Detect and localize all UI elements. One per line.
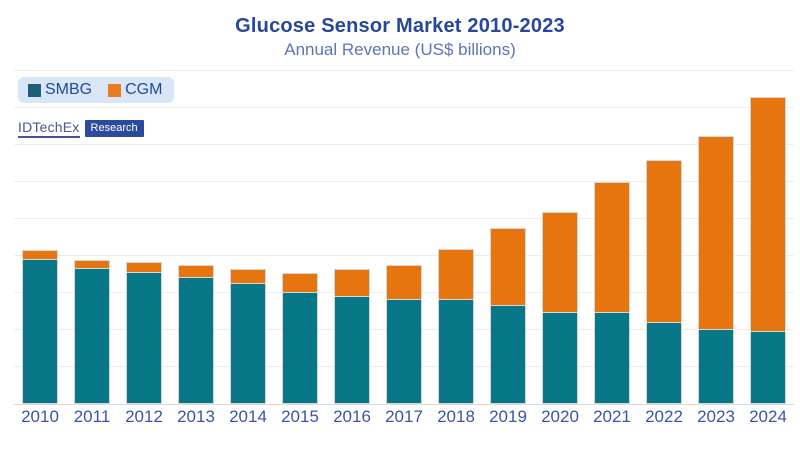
x-label-2014: 2014 bbox=[229, 407, 267, 426]
bar-2021 bbox=[594, 71, 630, 404]
bar-segment-smbg bbox=[438, 300, 474, 404]
x-label-2024: 2024 bbox=[749, 407, 787, 426]
bar-slot-2017 bbox=[378, 71, 430, 404]
x-label-2018: 2018 bbox=[437, 407, 475, 426]
x-label-2017: 2017 bbox=[385, 407, 423, 426]
idtechex-logo: IDTechEx Research bbox=[18, 119, 148, 138]
bar-2012 bbox=[126, 71, 162, 404]
bar-segment-smbg bbox=[282, 293, 318, 404]
bar-slot-2022 bbox=[638, 71, 690, 404]
chart-subtitle: Annual Revenue (US$ billions) bbox=[284, 40, 516, 59]
x-label-2020: 2020 bbox=[541, 407, 579, 426]
legend-swatch bbox=[28, 83, 41, 97]
bar-segment-smbg bbox=[126, 272, 162, 404]
gridline bbox=[14, 70, 794, 71]
bar-segment-cgm bbox=[542, 211, 578, 314]
bar-slot-2016 bbox=[326, 71, 378, 404]
gridline bbox=[14, 255, 794, 257]
legend-label: CGM bbox=[125, 81, 163, 98]
bar-segment-cgm bbox=[334, 268, 370, 297]
bar-2016 bbox=[334, 71, 370, 404]
bar-slot-2024 bbox=[742, 71, 794, 404]
bar-slot-2012 bbox=[118, 71, 170, 404]
bar-2011 bbox=[74, 71, 110, 404]
bar-segment-cgm bbox=[74, 259, 110, 269]
bar-slot-2020 bbox=[534, 71, 586, 404]
bar-segment-cgm bbox=[230, 268, 266, 284]
bar-segment-cgm bbox=[22, 250, 58, 260]
bars-container bbox=[14, 71, 794, 404]
bar-segment-cgm bbox=[386, 265, 422, 301]
bar-slot-2015 bbox=[274, 71, 326, 404]
bar-segment-cgm bbox=[438, 248, 474, 301]
bar-2023 bbox=[698, 71, 734, 404]
bar-segment-smbg bbox=[698, 330, 734, 404]
bar-slot-2021 bbox=[586, 71, 638, 404]
legend-item-smbg: SMBG bbox=[28, 81, 92, 99]
bar-segment-smbg bbox=[386, 300, 422, 404]
x-label-2012: 2012 bbox=[125, 407, 163, 426]
x-label-2010: 2010 bbox=[21, 407, 59, 426]
gridline bbox=[14, 144, 794, 145]
x-axis-labels: 2010 2011 2012 2013 2014 2015 2016 2017 2018 2019… bbox=[14, 407, 794, 427]
bar-segment-cgm bbox=[282, 272, 318, 293]
gridline bbox=[14, 107, 794, 109]
bar-segment-smbg bbox=[22, 259, 58, 404]
x-label-2013: 2013 bbox=[177, 407, 215, 426]
bar-segment-cgm bbox=[698, 135, 734, 331]
x-label-2021: 2021 bbox=[593, 407, 631, 426]
x-label-2019: 2019 bbox=[489, 407, 527, 426]
bar-2020 bbox=[542, 71, 578, 404]
bar-segment-smbg bbox=[490, 305, 526, 404]
bar-segment-cgm bbox=[126, 261, 162, 273]
bar-segment-smbg bbox=[74, 268, 110, 404]
gridline bbox=[14, 181, 794, 182]
bar-segment-cgm bbox=[594, 182, 630, 314]
x-label-2015: 2015 bbox=[281, 407, 319, 426]
bar-slot-2014 bbox=[222, 71, 274, 404]
bar-slot-2018 bbox=[430, 71, 482, 404]
bar-2010 bbox=[22, 71, 58, 404]
bar-slot-2019 bbox=[482, 71, 534, 404]
legend-swatch bbox=[108, 83, 122, 97]
bar-2019 bbox=[490, 71, 526, 404]
x-label-2022: 2022 bbox=[645, 407, 683, 426]
legend: SMBG CGM bbox=[18, 77, 175, 103]
logo-brand-text: IDTechEx bbox=[18, 119, 80, 138]
bar-segment-cgm bbox=[750, 96, 786, 332]
bar-2022 bbox=[646, 71, 682, 404]
bar-segment-smbg bbox=[178, 278, 214, 404]
bar-slot-2010 bbox=[14, 71, 66, 404]
bar-slot-2023 bbox=[690, 71, 742, 404]
bar-segment-cgm bbox=[490, 228, 526, 306]
chart-title: Glucose Sensor Market 2010-2023 bbox=[235, 15, 565, 37]
x-label-2011: 2011 bbox=[73, 407, 111, 426]
plot-area bbox=[14, 70, 794, 405]
bar-segment-cgm bbox=[178, 265, 214, 279]
bar-segment-smbg bbox=[646, 322, 682, 404]
logo-research-badge: Research bbox=[84, 120, 144, 137]
bar-segment-cgm bbox=[646, 159, 682, 323]
x-label-2016: 2016 bbox=[333, 407, 371, 426]
gridline bbox=[14, 218, 794, 219]
bar-segment-smbg bbox=[594, 313, 630, 404]
bar-segment-smbg bbox=[334, 296, 370, 404]
bar-segment-smbg bbox=[230, 283, 266, 404]
legend-label: SMBG bbox=[45, 81, 93, 98]
legend-item-cgm: CGM bbox=[108, 81, 162, 99]
bar-segment-smbg bbox=[542, 313, 578, 404]
x-label-2023: 2023 bbox=[697, 407, 735, 426]
bar-2014 bbox=[230, 71, 266, 404]
bar-2018 bbox=[438, 71, 474, 404]
bar-slot-2011 bbox=[66, 71, 118, 404]
bar-slot-2013 bbox=[170, 71, 222, 404]
bar-2017 bbox=[386, 71, 422, 404]
bar-2013 bbox=[178, 71, 214, 404]
bar-2024 bbox=[750, 71, 786, 404]
bar-2015 bbox=[282, 71, 318, 404]
bar-segment-smbg bbox=[750, 331, 786, 404]
